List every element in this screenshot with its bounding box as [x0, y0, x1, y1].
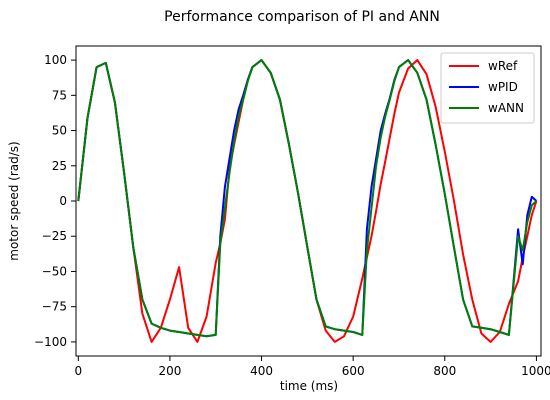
legend-items: wRef wPID wANN — [449, 59, 524, 115]
x-axis: 0 200 400 600 800 1000 — [74, 356, 550, 378]
y-tick-label: 100 — [44, 53, 67, 67]
x-tick-label: 600 — [342, 364, 365, 378]
series-layer — [77, 59, 538, 343]
x-axis-label: time (ms) — [280, 379, 338, 393]
y-tick-label: −50 — [42, 264, 67, 278]
y-tick-label: −100 — [34, 335, 67, 349]
y-tick-label: 0 — [59, 194, 67, 208]
y-tick-label: −75 — [42, 300, 67, 314]
legend-label-wref: wRef — [488, 59, 518, 73]
x-tick-label: 200 — [158, 364, 181, 378]
y-axis: −100 −75 −50 −25 0 25 50 75 100 — [34, 53, 76, 349]
y-tick-label: −25 — [42, 229, 67, 243]
y-tick-label: 50 — [52, 124, 67, 138]
legend: wRef wPID wANN — [440, 52, 535, 124]
x-tick-label: 0 — [74, 364, 82, 378]
x-tick-label: 800 — [433, 364, 456, 378]
legend-label-wann: wANN — [488, 101, 524, 115]
series-line-wann — [77, 59, 538, 338]
y-axis-label: motor speed (rad/s) — [7, 141, 21, 260]
x-tick-label: 400 — [250, 364, 273, 378]
legend-box — [440, 52, 535, 124]
legend-label-wpid: wPID — [488, 80, 518, 94]
chart-title: Performance comparison of PI and ANN — [164, 9, 440, 25]
y-tick-label: 75 — [52, 88, 67, 102]
y-tick-label: 25 — [52, 159, 67, 173]
x-tick-label: 1000 — [521, 364, 550, 378]
